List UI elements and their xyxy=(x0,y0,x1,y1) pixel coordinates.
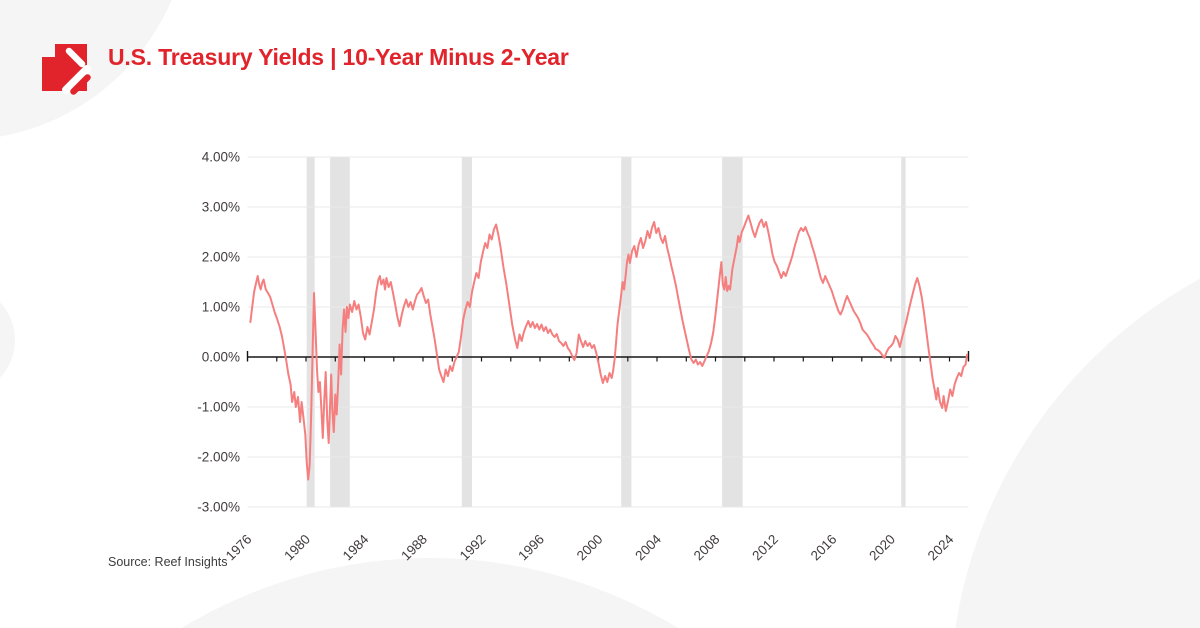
page-title: U.S. Treasury Yields | 10-Year Minus 2-Y… xyxy=(108,44,569,70)
x-axis-label: 1988 xyxy=(398,532,430,564)
y-axis-label: 1.00% xyxy=(202,300,240,315)
source-attribution: Source: Reef Insights xyxy=(108,555,228,569)
recession-band xyxy=(621,157,632,507)
y-axis-label: -1.00% xyxy=(197,400,240,415)
recession-band xyxy=(306,157,315,507)
x-axis-label: 2004 xyxy=(632,531,664,563)
y-axis-label: -2.00% xyxy=(197,450,240,465)
x-axis-label: 1996 xyxy=(515,532,547,564)
spread-line xyxy=(249,214,969,481)
x-axis-label: 2008 xyxy=(691,532,723,564)
x-axis-label: 2024 xyxy=(925,531,957,563)
recession-band xyxy=(330,157,350,507)
recession-band xyxy=(722,157,743,507)
y-axis-label: 2.00% xyxy=(202,250,240,265)
x-axis-label: 2012 xyxy=(749,532,781,564)
y-axis-label: -3.00% xyxy=(197,500,240,515)
x-axis-label: 1976 xyxy=(223,532,255,564)
y-axis-label: 3.00% xyxy=(202,200,240,215)
reef-insights-logo-icon xyxy=(42,44,91,95)
x-axis-label: 2020 xyxy=(866,532,898,564)
x-axis-label: 1992 xyxy=(457,532,489,564)
x-axis-label: 2016 xyxy=(808,532,840,564)
recession-band xyxy=(461,157,472,507)
x-axis-label: 1980 xyxy=(281,532,313,564)
y-axis-label: 0.00% xyxy=(202,350,240,365)
x-axis-label: 1984 xyxy=(340,531,372,563)
header: U.S. Treasury Yields | 10-Year Minus 2-Y… xyxy=(40,42,569,95)
y-axis-label: 4.00% xyxy=(202,150,240,165)
x-axis-label: 2000 xyxy=(574,532,606,564)
